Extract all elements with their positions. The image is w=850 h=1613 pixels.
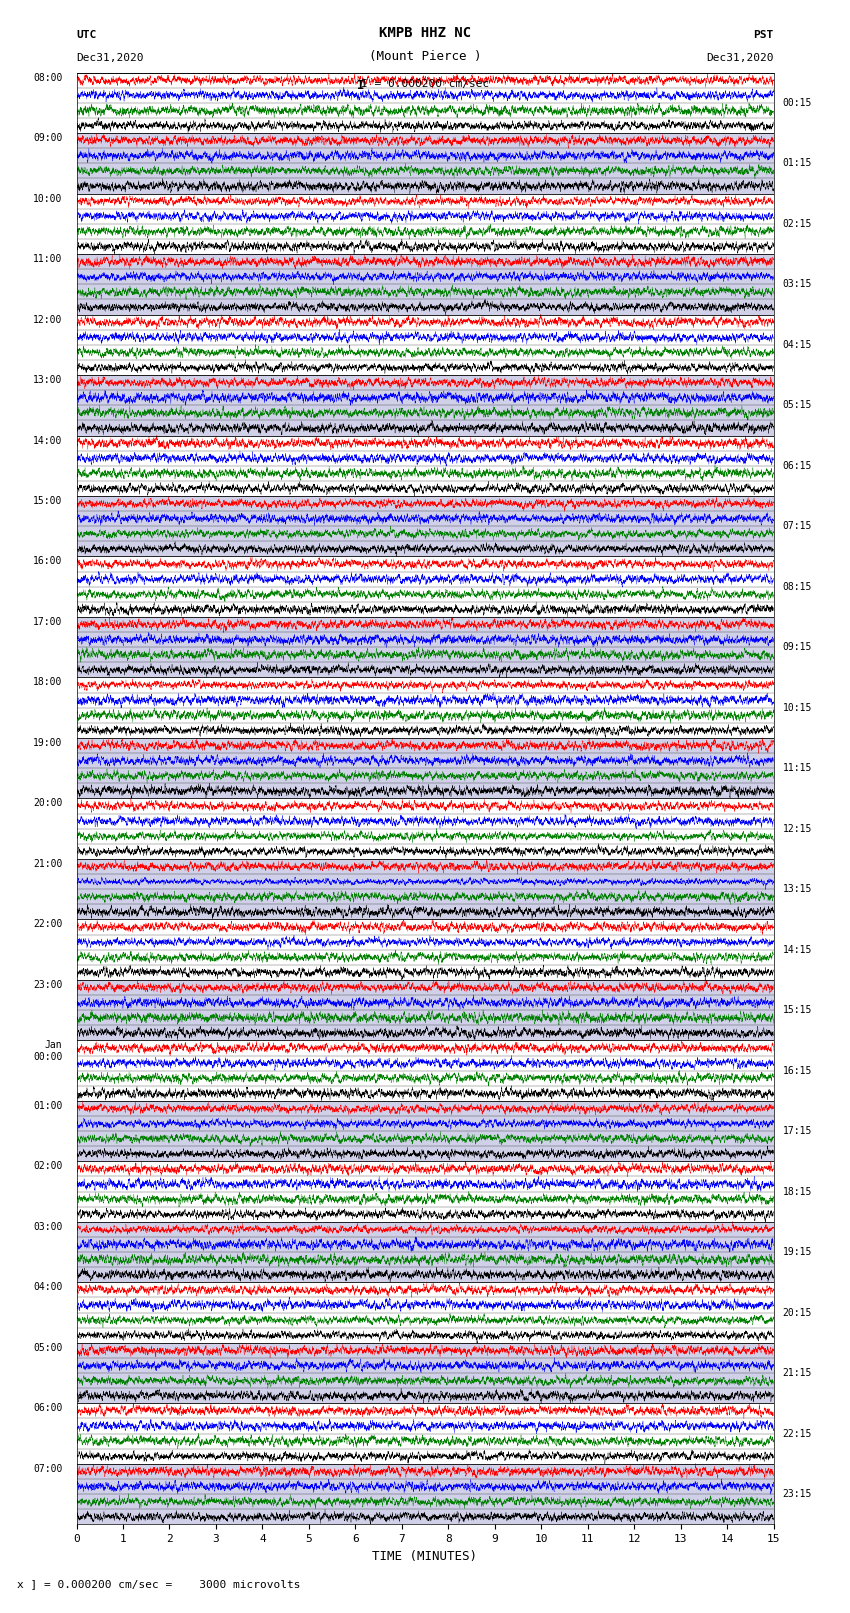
Text: (Mount Pierce ): (Mount Pierce ) [369,50,481,63]
Bar [76,73,774,134]
Text: 16:15: 16:15 [783,1066,812,1076]
Bar [76,194,774,255]
Text: 22:15: 22:15 [783,1429,812,1439]
Bar [76,677,774,737]
Text: 00:15: 00:15 [783,98,812,108]
Text: 11:15: 11:15 [783,763,812,773]
Bar [76,556,774,618]
Text: 08:15: 08:15 [783,582,812,592]
Text: UTC: UTC [76,31,97,40]
Text: 11:00: 11:00 [33,255,63,265]
Text: I: I [358,79,365,92]
Bar [76,1282,774,1342]
Text: 21:15: 21:15 [783,1368,812,1378]
Text: 12:00: 12:00 [33,315,63,324]
Text: 23:00: 23:00 [33,979,63,990]
Text: 09:00: 09:00 [33,134,63,144]
Bar [76,737,774,798]
Bar [76,979,774,1040]
Bar [76,436,774,497]
Bar [76,1342,774,1403]
Bar [76,1100,774,1161]
Text: 08:00: 08:00 [33,73,63,82]
Text: 02:00: 02:00 [33,1161,63,1171]
Text: 03:00: 03:00 [33,1223,63,1232]
Bar [76,1040,774,1100]
Bar [76,1465,774,1524]
Bar [76,618,774,677]
Text: 07:00: 07:00 [33,1465,63,1474]
Text: PST: PST [753,31,774,40]
Text: 07:15: 07:15 [783,521,812,531]
Text: x ] = 0.000200 cm/sec =    3000 microvolts: x ] = 0.000200 cm/sec = 3000 microvolts [17,1579,301,1589]
Text: 06:15: 06:15 [783,461,812,471]
Bar [76,798,774,858]
Text: 21:00: 21:00 [33,858,63,869]
Text: 18:15: 18:15 [783,1187,812,1197]
Text: 04:15: 04:15 [783,340,812,350]
Text: I = 0.000200 cm/sec: I = 0.000200 cm/sec [361,79,489,89]
Bar [76,919,774,979]
Text: 14:00: 14:00 [33,436,63,445]
Text: 14:15: 14:15 [783,945,812,955]
Text: 06:00: 06:00 [33,1403,63,1413]
Text: Jan
00:00: Jan 00:00 [33,1040,63,1061]
Text: 13:15: 13:15 [783,884,812,894]
Text: 01:15: 01:15 [783,158,812,168]
Bar [76,315,774,376]
Text: 17:00: 17:00 [33,618,63,627]
Text: 16:00: 16:00 [33,556,63,566]
Text: 22:00: 22:00 [33,919,63,929]
Bar [76,374,774,436]
Text: 15:15: 15:15 [783,1005,812,1015]
Text: 17:15: 17:15 [783,1126,812,1136]
Text: 19:00: 19:00 [33,737,63,748]
X-axis label: TIME (MINUTES): TIME (MINUTES) [372,1550,478,1563]
Text: 10:00: 10:00 [33,194,63,203]
Text: 20:00: 20:00 [33,798,63,808]
Bar [76,1403,774,1465]
Text: 02:15: 02:15 [783,219,812,229]
Text: 03:15: 03:15 [783,279,812,289]
Bar [76,858,774,919]
Text: KMPB HHZ NC: KMPB HHZ NC [379,26,471,40]
Bar [76,1223,774,1282]
Text: 05:15: 05:15 [783,400,812,410]
Bar [76,497,774,556]
Text: 12:15: 12:15 [783,824,812,834]
Text: 20:15: 20:15 [783,1308,812,1318]
Text: 09:15: 09:15 [783,642,812,652]
Text: 13:00: 13:00 [33,376,63,386]
Text: 01:00: 01:00 [33,1100,63,1111]
Text: 04:00: 04:00 [33,1282,63,1292]
Text: 19:15: 19:15 [783,1247,812,1257]
Text: 10:15: 10:15 [783,703,812,713]
Text: Dec31,2020: Dec31,2020 [706,53,774,63]
Text: 05:00: 05:00 [33,1342,63,1353]
Bar [76,255,774,315]
Text: Dec31,2020: Dec31,2020 [76,53,144,63]
Text: 15:00: 15:00 [33,497,63,506]
Text: 23:15: 23:15 [783,1489,812,1498]
Text: 18:00: 18:00 [33,677,63,687]
Bar [76,134,774,194]
Bar [76,1161,774,1223]
